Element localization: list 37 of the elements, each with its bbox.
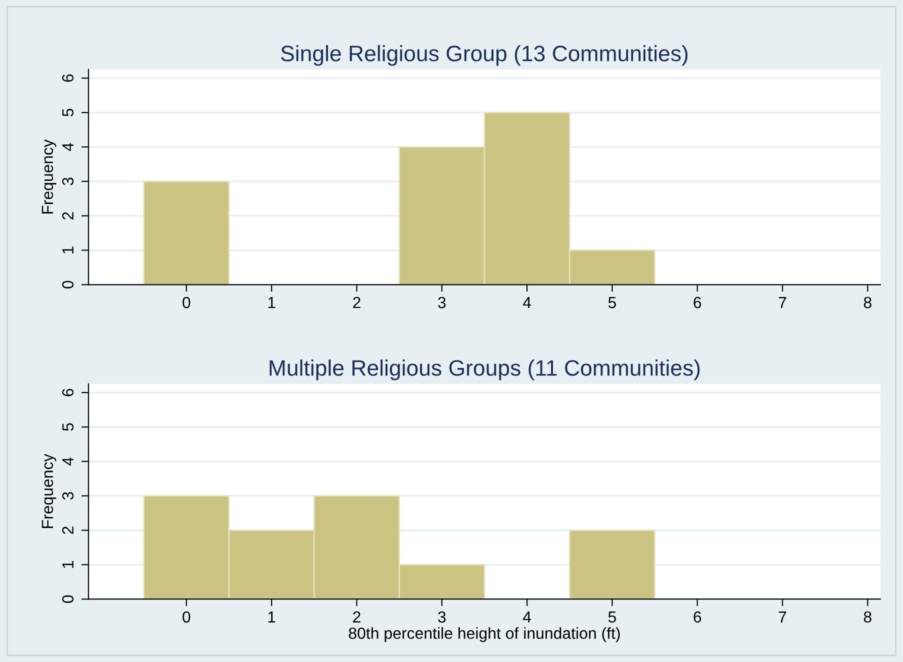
- y-tick-label: 4: [62, 142, 74, 152]
- y-tick-label: 4: [62, 457, 74, 466]
- y-tick-label: 1: [62, 561, 74, 568]
- chart-title: Single Religious Group (13 Communities): [281, 45, 688, 66]
- y-tick-label: 3: [62, 492, 74, 500]
- x-tick-label: 7: [778, 297, 786, 308]
- x-tick-label: 4: [522, 297, 532, 308]
- y-tick-label: 2: [62, 526, 74, 534]
- x-tick-label: 4: [522, 612, 532, 622]
- x-tick-label: 3: [438, 296, 446, 308]
- x-tick-label: 1: [268, 612, 276, 622]
- y-tick-label: 3: [62, 178, 74, 186]
- y-tick-label: 5: [62, 108, 74, 116]
- y-tick-label: 0: [62, 595, 74, 603]
- x-tick-label: 3: [438, 611, 446, 623]
- y-tick-label: 0: [62, 280, 74, 288]
- y-tick-label: 6: [62, 388, 74, 396]
- x-tick-label: 0: [182, 611, 190, 623]
- x-tick-label: 1: [268, 297, 276, 308]
- x-tick-label: 2: [353, 296, 360, 308]
- x-tick-label: 6: [694, 611, 702, 623]
- x-tick-label: 7: [778, 612, 786, 622]
- y-axis-title: Frequency: [42, 454, 56, 528]
- x-tick-label: 5: [608, 297, 616, 308]
- y-tick-label: 1: [62, 246, 74, 254]
- y-tick-label: 6: [62, 74, 74, 82]
- x-tick-label: 2: [353, 611, 360, 622]
- y-tick-label: 2: [62, 212, 74, 220]
- x-tick-label: 8: [864, 611, 872, 623]
- y-tick-label: 5: [62, 423, 74, 431]
- chart-title: Multiple Religious Groups (11 Communities): [270, 360, 700, 380]
- x-tick-label: 6: [694, 296, 702, 308]
- x-tick-label: 0: [182, 296, 190, 308]
- x-tick-label: 8: [864, 296, 872, 308]
- y-axis-title: Frequency: [42, 139, 56, 214]
- x-axis-title: 80th percentile height of inundation (ft): [348, 627, 620, 642]
- x-tick-label: 5: [608, 612, 616, 623]
